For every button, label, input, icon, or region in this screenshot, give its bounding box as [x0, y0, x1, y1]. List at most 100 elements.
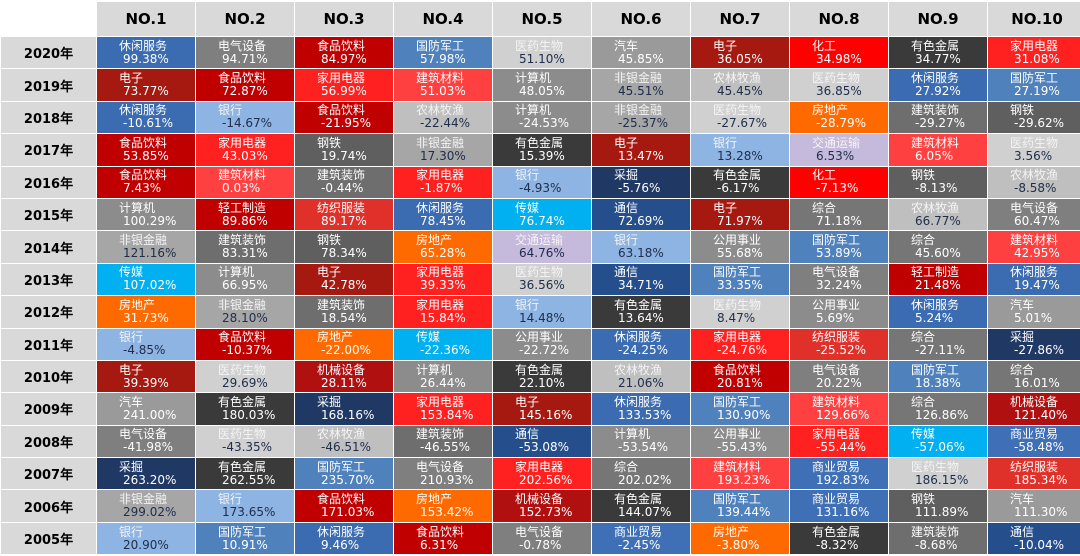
heatmap-cell: 化工 34.98% — [790, 37, 888, 69]
heatmap-cell: 传媒 76.74% — [493, 198, 591, 231]
industry-label: 综合 — [911, 233, 936, 248]
industry-label: 建筑材料 — [713, 459, 762, 474]
year-label: 2010年 — [1, 360, 96, 393]
heatmap-cell: 房地产 153.42% — [394, 490, 492, 522]
heatmap-cell: 家用电器 39.33% — [394, 263, 492, 296]
heatmap-cell: 钢铁 19.74% — [295, 134, 393, 166]
industry-label: 商业贸易 — [812, 459, 861, 474]
return-value: 71.18% — [816, 213, 862, 228]
return-value: 94.71% — [222, 51, 268, 66]
industry-label: 汽车 — [1010, 492, 1035, 507]
industry-label: 家用电器 — [218, 135, 267, 150]
return-value: 78.34% — [321, 246, 367, 261]
return-value: -8.32% — [816, 537, 859, 552]
return-value: 139.44% — [717, 505, 771, 520]
return-value: 15.84% — [420, 310, 466, 325]
industry-label: 非银金融 — [614, 103, 663, 118]
return-value: 186.15% — [915, 472, 969, 487]
heatmap-cell: 银行 13.28% — [691, 134, 789, 166]
industry-label: 家用电器 — [416, 265, 465, 280]
heatmap-cell: 银行 -4.85% — [97, 328, 195, 360]
heatmap-cell: 农林牧渔 -46.51% — [295, 425, 393, 458]
heatmap-cell: 有色金属 22.10% — [493, 360, 591, 393]
industry-label: 综合 — [1010, 362, 1035, 377]
return-value: -10.37% — [222, 343, 273, 358]
heatmap-cell: 食品饮料 171.03% — [295, 490, 393, 522]
industry-label: 公用事业 — [713, 233, 762, 248]
industry-label: 建筑材料 — [416, 71, 465, 86]
return-value: 100.29% — [123, 213, 177, 228]
return-value: 27.92% — [915, 84, 961, 99]
return-value: -55.44% — [816, 440, 867, 455]
return-value: 16.01% — [1014, 375, 1060, 390]
heatmap-cell: 汽车 5.01% — [988, 296, 1080, 328]
industry-label: 计算机 — [614, 427, 651, 442]
heatmap-cell: 医药生物 8.47% — [691, 296, 789, 328]
return-value: 144.07% — [618, 505, 672, 520]
industry-label: 轻工制造 — [911, 265, 960, 280]
return-value: 39.39% — [123, 375, 169, 390]
heatmap-cell: 家用电器 43.03% — [196, 134, 294, 166]
heatmap-cell: 纺织服装 89.17% — [295, 198, 393, 231]
industry-label: 银行 — [614, 233, 639, 248]
industry-label: 建筑装饰 — [416, 427, 465, 442]
return-value: 31.08% — [1014, 51, 1060, 66]
industry-label: 计算机 — [119, 200, 156, 215]
return-value: 42.78% — [321, 278, 367, 293]
column-header: NO.6 — [591, 1, 691, 37]
heatmap-cell: 家用电器 -1.87% — [394, 166, 492, 198]
column-header: NO.2 — [195, 1, 295, 37]
return-value: 42.95% — [1014, 246, 1060, 261]
industry-label: 农林牧渔 — [713, 71, 762, 86]
heatmap-cell: 建筑材料 51.03% — [394, 69, 492, 101]
heatmap-cell: 通信 72.69% — [592, 198, 690, 231]
industry-label: 非银金融 — [614, 71, 663, 86]
heatmap-cell: 医药生物 51.10% — [493, 37, 591, 69]
return-value: 56.99% — [321, 84, 367, 99]
return-value: 36.05% — [717, 51, 763, 66]
return-value: -14.67% — [222, 116, 273, 131]
industry-label: 有色金属 — [515, 135, 564, 150]
column-header: NO.1 — [96, 1, 196, 37]
year-label: 2017年 — [1, 134, 96, 166]
heatmap-cell: 计算机 48.05% — [493, 69, 591, 101]
return-value: 78.45% — [420, 213, 466, 228]
heatmap-cell: 食品饮料 6.31% — [394, 522, 492, 555]
return-value: 129.66% — [816, 407, 870, 422]
industry-label: 轻工制造 — [218, 200, 267, 215]
heatmap-cell: 通信 34.71% — [592, 263, 690, 296]
industry-label: 通信 — [515, 427, 540, 442]
industry-label: 家用电器 — [416, 394, 465, 409]
industry-label: 有色金属 — [614, 492, 663, 507]
heatmap-cell: 轻工制造 89.86% — [196, 198, 294, 231]
industry-label: 采掘 — [614, 168, 639, 183]
year-label: 2013年 — [1, 263, 96, 296]
heatmap-cell: 综合 202.02% — [592, 458, 690, 490]
heatmap-cell: 综合 16.01% — [988, 360, 1080, 393]
heatmap-cell: 公用事业 -22.72% — [493, 328, 591, 360]
return-value: 89.17% — [321, 213, 367, 228]
heatmap-cell: 纺织服装 185.34% — [988, 458, 1080, 490]
return-value: 263.20% — [123, 472, 177, 487]
year-label: 2015年 — [1, 198, 96, 231]
heatmap-cell: 农林牧渔 -8.58% — [988, 166, 1080, 198]
return-value: 130.90% — [717, 407, 771, 422]
industry-label: 食品饮料 — [317, 38, 366, 53]
return-value: 111.30% — [1014, 505, 1068, 520]
heatmap-cell: 非银金融 -25.37% — [592, 101, 690, 134]
industry-label: 医药生物 — [1010, 135, 1059, 150]
industry-label: 计算机 — [218, 265, 255, 280]
return-value: 17.30% — [420, 148, 466, 163]
return-value: -4.93% — [519, 181, 562, 196]
year-label: 2020年 — [1, 37, 96, 69]
heatmap-cell: 国防军工 33.35% — [691, 263, 789, 296]
return-value: -10.04% — [1014, 537, 1065, 552]
return-value: -22.00% — [321, 343, 372, 358]
return-value: -22.72% — [519, 343, 570, 358]
return-value: 153.42% — [420, 505, 474, 520]
return-value: 21.06% — [618, 375, 664, 390]
return-value: 202.56% — [519, 472, 573, 487]
heatmap-cell: 非银金融 299.02% — [97, 490, 195, 522]
industry-label: 电气设备 — [515, 524, 564, 539]
industry-label: 建筑材料 — [1010, 233, 1059, 248]
